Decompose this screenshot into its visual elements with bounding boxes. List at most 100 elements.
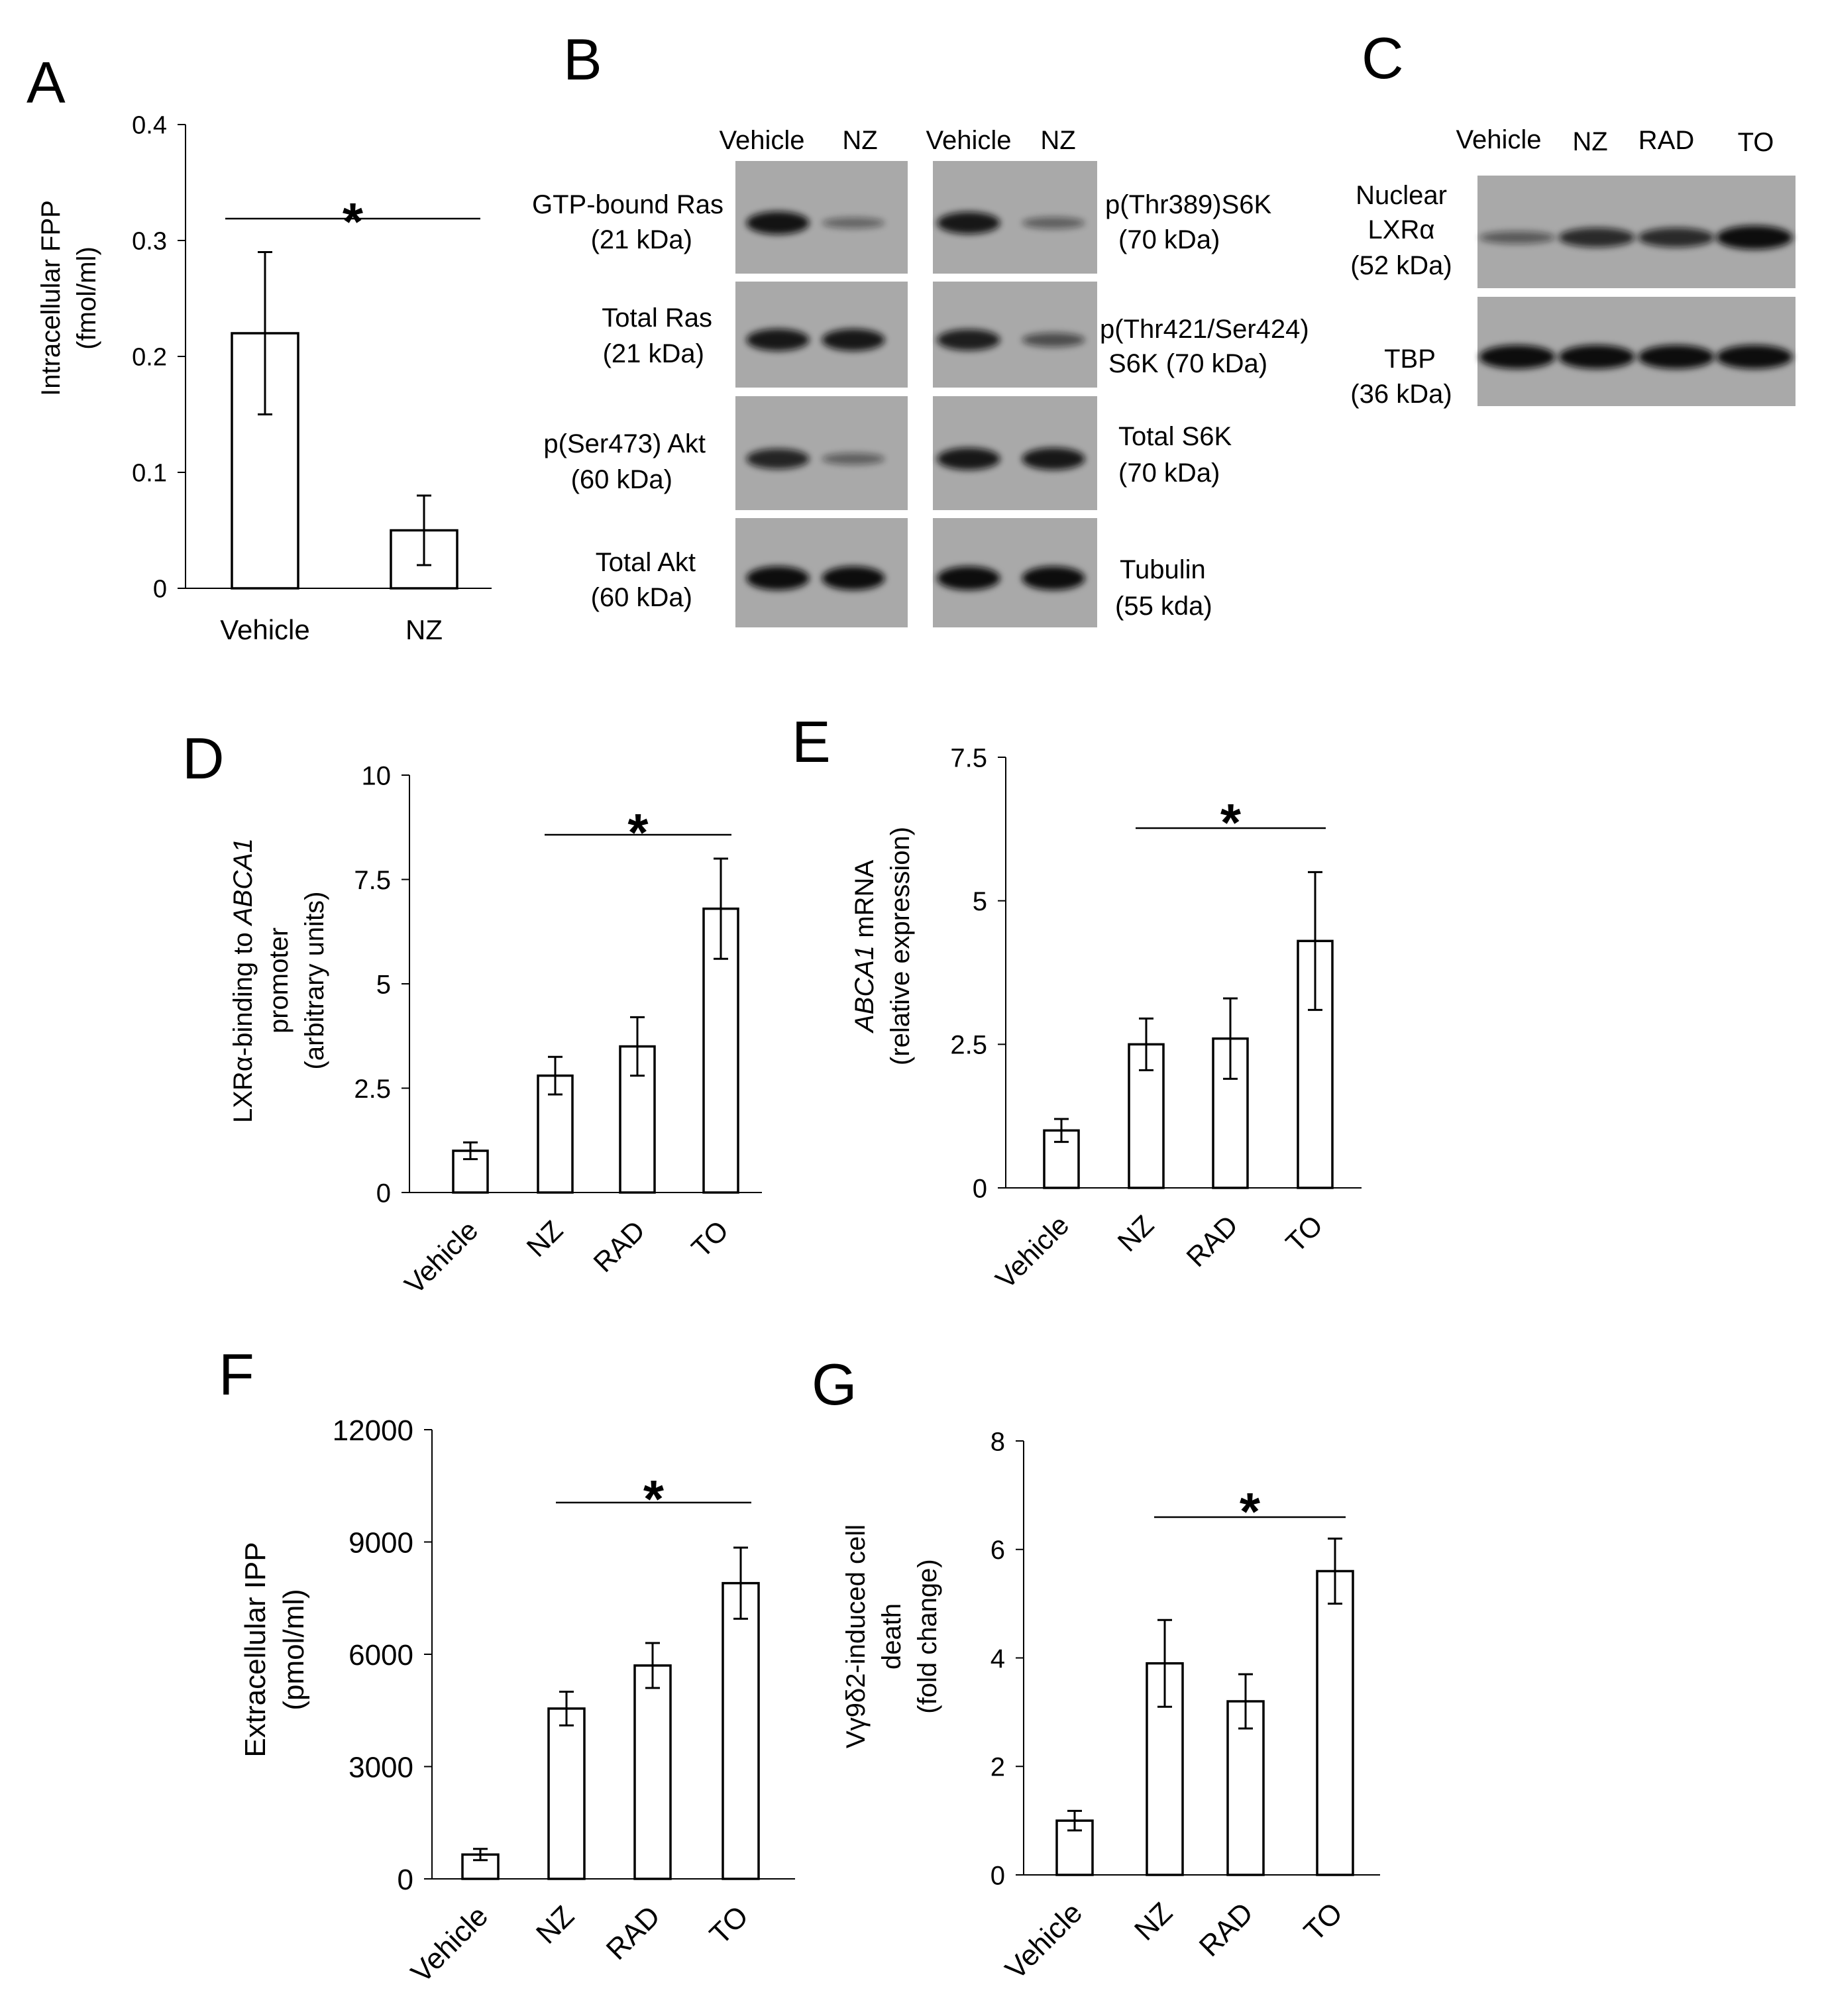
blot-c-labels: Nuclear LXRα (52 kDa) TBP (36 kDa) — [1350, 181, 1452, 409]
x-tick-label-a: NZ — [405, 614, 443, 645]
y-tick-label-d: 0 — [376, 1179, 391, 1208]
ylabel-line: (fmol/ml) — [72, 246, 101, 350]
ylabel-line: death — [877, 1603, 906, 1670]
panel-letter-d: D — [182, 725, 225, 791]
x-tick-label-d: NZ — [521, 1214, 569, 1263]
x-tick-label-g: NZ — [1128, 1896, 1179, 1946]
blot-b-right-lane-nz: NZ — [1040, 126, 1075, 155]
blot-band — [746, 329, 810, 351]
blot-band — [822, 452, 885, 465]
ylabel-panel-d: LXRα-binding to ABCA1 promoter (arbitrar… — [229, 838, 329, 1123]
blot-row-label: LXRα — [1368, 215, 1435, 244]
blot-b-left-labels: GTP-bound Ras (21 kDa) Total Ras (21 kDa… — [532, 190, 723, 612]
x-tick-label-e: RAD — [1180, 1209, 1244, 1273]
y-tick-label-d: 10 — [362, 761, 392, 790]
y-tick-label-d: 2.5 — [354, 1075, 391, 1104]
blot-row-label: (36 kDa) — [1350, 380, 1452, 409]
panel-letter-g: G — [812, 1352, 857, 1417]
y-tick-label-e: 7.5 — [950, 743, 987, 772]
blot-row-label: p(Thr389)S6K — [1105, 190, 1272, 219]
x-tick-label-a: Vehicle — [220, 614, 309, 645]
blot-band — [1479, 345, 1556, 369]
y-tick-label-d: 7.5 — [354, 866, 391, 895]
ylabel-panel-g: Vγ9δ2-induced cell death (fold change) — [841, 1524, 942, 1748]
ylabel-gene: ABCA1 — [850, 945, 879, 1034]
x-tick-label-f: TO — [704, 1899, 755, 1950]
blot-band — [822, 566, 885, 590]
blot-row-label: Nuclear — [1356, 181, 1447, 210]
significance-star-a: * — [343, 192, 364, 251]
bar-f-to — [722, 1581, 760, 1880]
ylabel-gene: ABCA1 — [229, 838, 258, 926]
x-tick-label-g: Vehicle — [999, 1896, 1089, 1986]
y-tick-label-e: 2.5 — [950, 1031, 987, 1060]
blot-b-left — [735, 161, 908, 627]
chart-panel-e: 0 2.5 5 7.5 Vehicle NZ RAD TO * — [950, 743, 1362, 1295]
blot-band — [1479, 231, 1556, 244]
ylabel-panel-f: Extracellular IPP (pmol/ml) — [239, 1542, 310, 1757]
significance-star-d: * — [627, 803, 649, 862]
y-tick-label-a: 0.3 — [132, 228, 167, 256]
panel-letter-a: A — [27, 50, 66, 115]
blot-band — [1638, 345, 1715, 369]
y-tick-label-a: 0.4 — [132, 112, 167, 140]
blot-row-label: Total Akt — [596, 548, 696, 577]
ylabel-panel-e: ABCA1 mRNA (relative expression) — [850, 827, 915, 1065]
y-tick-label-f: 6000 — [348, 1639, 413, 1671]
panel-letter-b: B — [563, 27, 602, 92]
blot-band — [1022, 333, 1085, 347]
chart-panel-d: 0 2.5 5 7.5 10 Vehicle NZ RAD TO * — [354, 761, 762, 1300]
x-tick-label-f: RAD — [600, 1899, 667, 1966]
blot-b-left-lane-nz: NZ — [842, 126, 877, 155]
blot-row-label: Total S6K — [1118, 422, 1232, 451]
blot-c — [1477, 176, 1795, 406]
panel-letter-c: C — [1362, 25, 1404, 91]
ylabel-panel-a: Intracellular FPP (fmol/ml) — [36, 200, 101, 396]
blot-band — [1558, 227, 1635, 248]
x-tick-label-f: Vehicle — [405, 1899, 494, 1989]
blot-band — [746, 566, 810, 590]
blot-row-label: (60 kDa) — [571, 465, 672, 494]
ylabel-line: (pmol/ml) — [278, 1589, 310, 1710]
y-tick-label-e: 0 — [973, 1174, 987, 1203]
ylabel-line: (arbitrary units) — [300, 892, 329, 1070]
bar-f-nz — [547, 1707, 586, 1880]
y-tick-label-a: 0.2 — [132, 344, 167, 372]
ylabel-line: promoter — [264, 928, 294, 1034]
panel-letter-e: E — [792, 709, 831, 774]
chart-panel-g: 0 2 4 6 8 Vehicle NZ RAD TO * — [991, 1427, 1380, 1986]
blot-band — [746, 211, 810, 235]
chart-panel-a: 0 0.1 0.2 0.3 0.4 Vehicle NZ * — [132, 112, 492, 645]
y-tick-label-f: 0 — [398, 1864, 413, 1896]
ylabel-line: (fold change) — [913, 1559, 942, 1713]
y-tick-label-g: 2 — [991, 1753, 1005, 1782]
blot-band — [937, 329, 1000, 351]
blot-band — [937, 447, 1000, 470]
x-tick-label-f: NZ — [530, 1899, 580, 1950]
y-tick-label-g: 0 — [991, 1861, 1005, 1890]
y-tick-label-a: 0 — [153, 576, 167, 604]
y-tick-label-a: 0.1 — [132, 460, 167, 488]
x-tick-label-e: TO — [1279, 1209, 1328, 1258]
blot-row-label: Total Ras — [602, 303, 712, 333]
ylabel-line: Vγ9δ2-induced cell — [841, 1524, 871, 1748]
blot-row-label: (70 kDa) — [1118, 458, 1220, 488]
significance-star-g: * — [1240, 1482, 1261, 1541]
bar-f-rad — [633, 1664, 672, 1880]
x-tick-label-d: TO — [685, 1214, 734, 1263]
blot-row-label: GTP-bound Ras — [532, 190, 723, 219]
blot-row-label: (52 kDa) — [1350, 251, 1452, 280]
panel-letter-f: F — [219, 1342, 254, 1407]
ylabel-line: ABCA1 mRNA — [850, 860, 879, 1034]
y-tick-label-g: 4 — [991, 1644, 1005, 1673]
blot-band — [1022, 447, 1085, 470]
blot-b-right-lane-vehicle: Vehicle — [926, 126, 1012, 155]
ylabel-line: Extracellular IPP — [239, 1542, 272, 1757]
blot-b-left-lane-vehicle: Vehicle — [720, 126, 805, 155]
y-tick-label-g: 8 — [991, 1427, 1005, 1456]
blot-row-label: Tubulin — [1120, 555, 1206, 584]
blot-c-lane-rad: RAD — [1638, 126, 1694, 155]
blot-row-label: (21 kDa) — [591, 225, 692, 254]
y-tick-label-d: 5 — [376, 970, 391, 999]
blot-row-label: (70 kDa) — [1118, 225, 1220, 254]
